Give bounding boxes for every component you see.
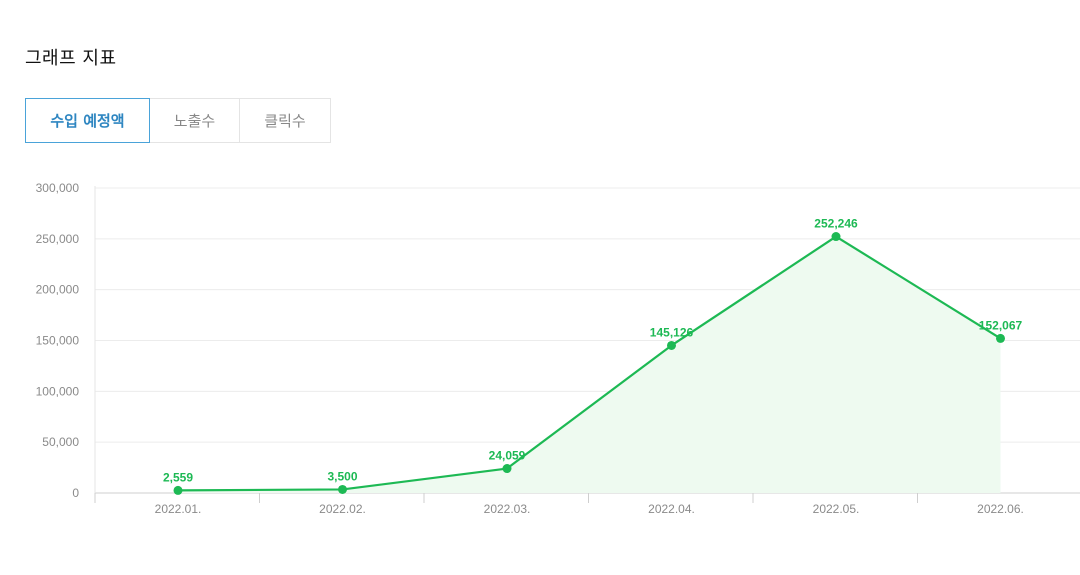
data-label: 152,067 — [979, 318, 1023, 332]
y-tick-label: 0 — [72, 486, 79, 500]
x-tick-label: 2022.02. — [319, 502, 366, 516]
tab-expected-revenue[interactable]: 수입 예정액 — [25, 98, 150, 143]
tab-impressions[interactable]: 노출수 — [150, 98, 240, 143]
data-point — [338, 484, 347, 494]
data-point — [667, 340, 676, 350]
metric-tabs: 수입 예정액 노출수 클릭수 — [25, 98, 331, 143]
tab-clicks[interactable]: 클릭수 — [240, 98, 331, 143]
data-label: 145,126 — [650, 325, 694, 339]
y-tick-label: 250,000 — [36, 232, 80, 246]
series-line — [177, 235, 1002, 492]
data-label: 252,246 — [814, 217, 858, 231]
data-point — [502, 464, 512, 474]
section-title: 그래프 지표 — [25, 48, 117, 69]
data-point — [996, 333, 1005, 343]
x-tick-label: 2022.01. — [155, 502, 202, 516]
x-tick-label: 2022.04. — [648, 502, 695, 516]
data-point — [173, 485, 183, 495]
y-tick-label: 150,000 — [36, 334, 80, 348]
y-tick-label: 100,000 — [36, 384, 80, 398]
data-point — [831, 232, 841, 242]
data-label: 2,559 — [163, 470, 193, 484]
y-tick-label: 300,000 — [36, 181, 80, 195]
y-tick-label: 200,000 — [36, 283, 80, 297]
y-tick-label: 50,000 — [42, 435, 79, 449]
data-label: 3,500 — [327, 469, 357, 483]
area-fill — [178, 236, 1001, 493]
x-tick-label: 2022.06. — [977, 502, 1024, 516]
data-label: 24,059 — [489, 449, 526, 463]
x-tick-label: 2022.05. — [813, 502, 860, 516]
x-tick-label: 2022.03. — [484, 502, 531, 516]
